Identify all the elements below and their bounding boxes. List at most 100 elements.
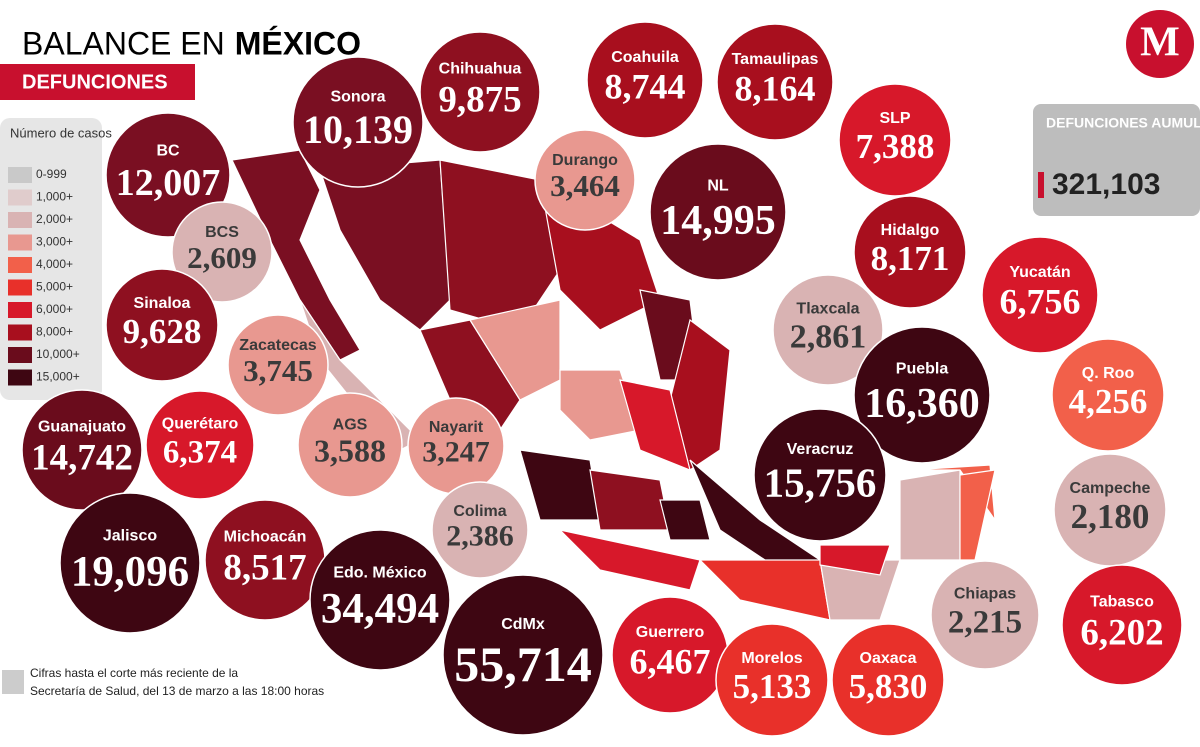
legend-swatch (8, 257, 32, 273)
state-bubble (772, 274, 884, 386)
state-value: 9,875 (438, 79, 521, 120)
footnote: Cifras hasta el corte más reciente de la (30, 666, 238, 680)
footnote: Secretaría de Salud, del 13 de marzo a l… (30, 684, 324, 698)
state-value: 8,517 (223, 547, 306, 588)
legend-swatch (8, 167, 32, 183)
state-value: 6,374 (163, 434, 237, 470)
state-name: Guerrero (636, 624, 705, 641)
state-name: BC (156, 143, 180, 160)
legend-swatch (8, 279, 32, 296)
state-bubble (309, 529, 451, 671)
state-name: Puebla (896, 360, 949, 377)
state-bubble (1051, 338, 1165, 452)
state-name: CdMx (501, 616, 545, 633)
state-bubble (442, 574, 604, 736)
state-name: Tabasco (1090, 593, 1154, 610)
state-value: 5,830 (849, 667, 928, 706)
state-bubble (534, 129, 636, 231)
state-bubble (431, 481, 529, 579)
state-bubble (930, 560, 1040, 670)
state-bubble (145, 390, 255, 500)
state-value: 9,628 (123, 312, 202, 351)
state-name: Campeche (1070, 480, 1151, 497)
state-value: 3,247 (422, 436, 490, 469)
state-name: Q. Roo (1082, 365, 1135, 382)
state-name: Edo. México (333, 565, 427, 582)
state-value: 34,494 (321, 585, 439, 632)
title-bold: MÉXICO (235, 25, 361, 61)
state-bubble (753, 408, 887, 542)
legend-swatch (8, 347, 32, 363)
state-bubble (21, 389, 143, 511)
legend-swatch (8, 369, 32, 386)
state-name: Querétaro (162, 416, 239, 433)
state-bubble (649, 143, 787, 281)
state-value: 2,386 (446, 520, 514, 553)
total-label: DEFUNCIONES AUMULADAS: (1046, 115, 1200, 131)
state-value: 7,388 (856, 127, 935, 166)
map (231, 149, 996, 621)
legend-swatch (8, 212, 32, 228)
title-light: BALANCE EN (22, 25, 225, 61)
legend-label: 6,000+ (36, 302, 73, 316)
state-value: 15,756 (764, 459, 877, 505)
state-bubble (1061, 564, 1183, 686)
legend-swatch (8, 324, 32, 341)
state-value: 10,139 (303, 107, 413, 152)
total-bg (1033, 104, 1200, 216)
state-name: Jalisco (103, 528, 157, 545)
logo: M (1140, 20, 1180, 66)
state-name: Veracruz (787, 441, 854, 458)
legend-swatch (8, 234, 32, 251)
state-name: Michoacán (224, 528, 307, 545)
state-bubble (715, 623, 829, 737)
total-value: 321,103 (1052, 168, 1160, 201)
subtitle: DEFUNCIONES (22, 71, 168, 93)
state-value: 6,202 (1080, 612, 1163, 653)
state-name: Sonora (330, 89, 385, 106)
state-bubble (831, 623, 945, 737)
state-value: 2,609 (187, 240, 257, 275)
state-name: Hidalgo (881, 222, 940, 239)
state-bubble (292, 56, 424, 188)
footnote-marker (2, 670, 24, 694)
state-value: 3,745 (243, 353, 313, 388)
state-value: 3,464 (550, 168, 620, 203)
state-name: Yucatán (1009, 264, 1070, 281)
state-value: 14,995 (660, 198, 776, 244)
state-bubble (419, 31, 541, 153)
state-name: Tlaxcala (796, 300, 859, 317)
state-name: Chihuahua (439, 60, 522, 77)
state-name: Morelos (741, 650, 802, 667)
logo-bg (1126, 10, 1194, 78)
legend-label: 10,000+ (36, 347, 80, 361)
state-value: 19,096 (71, 548, 189, 595)
state-value: 8,171 (871, 239, 950, 278)
state-bubble (716, 23, 834, 141)
state-name: NL (707, 177, 729, 194)
state-value: 6,756 (1000, 282, 1081, 322)
legend-swatch (8, 302, 32, 318)
state-value: 2,180 (1071, 497, 1150, 536)
state-name: AGS (333, 416, 368, 433)
legend-label: 8,000+ (36, 325, 73, 339)
state-name: Guanajuato (38, 418, 126, 435)
legend-label: 2,000+ (36, 212, 73, 226)
state-bubble (838, 83, 952, 197)
state-name: Colima (453, 503, 506, 520)
state-bubble (105, 112, 231, 238)
state-name: SLP (879, 110, 910, 127)
state-bubble (853, 326, 991, 464)
state-value: 2,861 (790, 319, 867, 356)
state-value: 12,007 (116, 162, 221, 204)
state-value: 8,164 (735, 69, 816, 109)
legend-swatch (8, 189, 32, 206)
state-value: 4,256 (1069, 382, 1148, 421)
state-bubble (981, 236, 1099, 354)
state-name: Oaxaca (860, 650, 917, 667)
legend-label: 15,000+ (36, 370, 80, 384)
subtitle-bg (0, 64, 195, 100)
state-value: 6,467 (630, 642, 711, 682)
state-name: Coahuila (611, 49, 679, 66)
